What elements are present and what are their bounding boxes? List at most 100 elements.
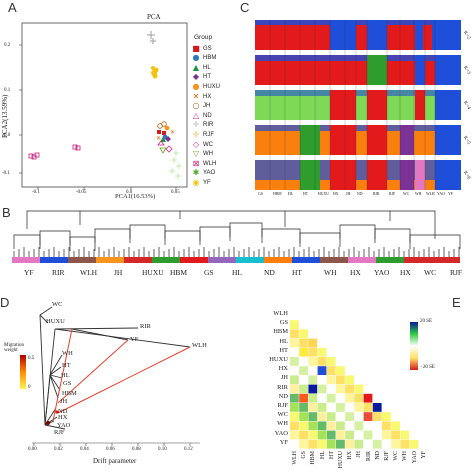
heatmap-row-label: YF (279, 438, 288, 446)
pca-legend-label: HX (203, 93, 212, 100)
pca-x-axis-label: PCA1(16.53%) (115, 193, 156, 200)
heatmap-cell (317, 384, 327, 394)
heatmap-cell (391, 430, 400, 440)
heatmap-cell (299, 384, 308, 394)
treemix-population-label: HUXU (46, 318, 65, 325)
structure-pop-label: RJF (389, 192, 396, 196)
tree-population-label: HUXU (142, 268, 164, 277)
heatmap-col-label: YF (420, 451, 427, 459)
structure-k4 (255, 90, 461, 120)
tree-clade-bar (348, 257, 376, 263)
tree-branches (13, 210, 461, 257)
treemix-population-label: GS (63, 380, 72, 387)
heatmap-col-label: YAO (411, 451, 418, 464)
heatmap-cell (345, 430, 354, 440)
heatmap-row-label: RJF (277, 402, 288, 409)
tree-population-label: JH (114, 268, 123, 277)
heatmap-cell (326, 384, 336, 394)
f3-heatmap (290, 320, 419, 449)
pca-title: PCA (147, 13, 161, 21)
heatmap-cell (308, 357, 318, 366)
treemix-population-label: YAO (57, 422, 71, 429)
legend-marker-icon: ✕ (192, 91, 200, 101)
heatmap-cell (308, 439, 318, 449)
heatmap-cell (345, 403, 354, 412)
heatmap-col-label: JH (356, 451, 363, 458)
legend-marker-icon: ⊠ (192, 158, 200, 168)
legend-marker-icon: ● (192, 53, 200, 63)
heatmap-cell (354, 430, 364, 440)
heatmap-cell (345, 384, 354, 394)
structure-plot (255, 20, 461, 190)
heatmap-cell (308, 347, 318, 357)
structure-pop-label: YAO (437, 192, 445, 196)
tree-population-label: RJF (450, 268, 463, 277)
treemix-population-label: HX (58, 414, 68, 421)
heatmap-cell (299, 412, 308, 421)
panel-letter-c: C (240, 0, 250, 15)
legend-marker-icon: ◆ (192, 72, 200, 82)
legend-marker-icon: ▲ (192, 62, 200, 72)
heatmap-cell (299, 375, 308, 385)
heatmap-col-label: ND (374, 451, 381, 460)
structure-pop-label: WLH (426, 192, 435, 196)
treemix-population-label: RIR (140, 323, 151, 330)
heatmap-col-label: GS (301, 451, 308, 459)
tree-clade-bar (152, 257, 180, 263)
heatmap-cell (354, 421, 364, 431)
heatmap-cell (290, 338, 299, 348)
pca-legend-label: WLH (203, 160, 217, 167)
pca-legend-label: WC (203, 141, 213, 148)
heatmap-cell (290, 366, 299, 375)
structure-pop-label: HBM (273, 192, 282, 196)
panel-letter-b: B (2, 205, 11, 220)
tree-population-label: YAO (374, 268, 390, 277)
tree-labels: YF RIR WLH JH HUXU HBM GS HL ND HT WH HX YAO HX WC RJF (12, 268, 463, 280)
heatmap-cell (363, 403, 373, 412)
heatmap-cell (299, 329, 308, 339)
heatmap-col-label: WH (402, 451, 409, 461)
structure-pop-label: YF (448, 192, 453, 196)
heatmap-col-label: HX (347, 451, 354, 460)
tree-clade-bar (124, 257, 152, 263)
heatmap-row-label: WH (277, 420, 288, 428)
pca-legend-label: HL (203, 64, 211, 71)
heatmap-row-label: GS (279, 319, 288, 327)
tree-population-label: GS (204, 268, 214, 277)
heatmap-colorbar (410, 322, 418, 370)
tree-population-label: HBM (170, 268, 188, 277)
heatmap-row-label: HUXU (269, 356, 288, 363)
heatmap-cell (363, 439, 373, 449)
heatmap-cell (382, 439, 391, 449)
pca-legend-label: HT (203, 74, 211, 81)
pca-legend-label: RIR (203, 122, 214, 129)
heatmap-cell (317, 347, 327, 357)
pca-legend-label: YAO (203, 170, 216, 177)
legend-marker-icon: ◇ (192, 139, 200, 149)
panel-letter-a: A (8, 0, 17, 15)
heatmap-cell (308, 412, 318, 421)
pca-legend-item: ● HUXU (192, 82, 221, 91)
heatmap-cell (345, 412, 354, 421)
tree-population-label: WH (324, 268, 337, 277)
heatmap-col-label: WLH (292, 451, 298, 465)
pca-legend-item: ✛ RJF (192, 130, 214, 139)
panel-letter-e: E (452, 295, 461, 310)
tree-population-label: HX (400, 268, 411, 277)
heatmap-cell (326, 393, 336, 403)
heatmap-scale-max: 20 SE (420, 319, 433, 324)
heatmap-row-label: JH (280, 374, 288, 382)
heatmap-cell (308, 375, 318, 385)
legend-marker-icon: ○ (192, 101, 200, 111)
treemix-population-label: HL (61, 372, 70, 379)
heatmap-cell (345, 421, 354, 431)
pca-legend-item: ✛ RIR (192, 121, 214, 130)
heatmap-cell (299, 439, 308, 449)
heatmap-cell (336, 375, 345, 385)
heatmap-cell (391, 421, 400, 431)
heatmap-cell (308, 421, 318, 431)
treemix-population-label: HT (62, 362, 71, 369)
pca-legend-item: ◇ WC (192, 140, 213, 149)
heatmap-cell (336, 403, 345, 412)
heatmap-cell (299, 357, 308, 366)
